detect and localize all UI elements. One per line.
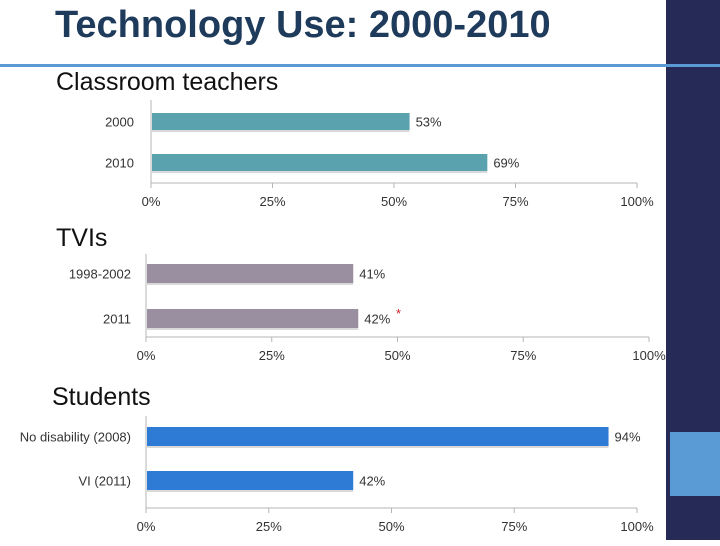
section-label-students: Students bbox=[52, 383, 151, 411]
category-label: No disability (2008) bbox=[20, 430, 131, 445]
category-label: VI (2011) bbox=[78, 474, 131, 489]
teachers-bar-chart: 0% 25% 50% 75% 100% 2000 53% 2010 69% bbox=[105, 100, 654, 209]
right-accent-block bbox=[670, 432, 720, 496]
bar bbox=[147, 427, 609, 446]
data-label: 42% bbox=[359, 474, 385, 489]
bar bbox=[147, 309, 359, 328]
x-tick-label: 0% bbox=[137, 519, 156, 534]
bar-shadow bbox=[147, 490, 354, 492]
tvis-bar-chart: 0% 25% 50% 75% 100% 1998-2002 41% 2011 42% bbox=[69, 254, 666, 363]
data-label: 41% bbox=[359, 267, 385, 282]
x-tick-label: 75% bbox=[501, 519, 527, 534]
category-label: 2000 bbox=[105, 115, 134, 130]
data-label: 53% bbox=[416, 115, 442, 130]
x-tick-label: 100% bbox=[620, 519, 654, 534]
bar bbox=[152, 154, 488, 171]
x-tick-label: 25% bbox=[259, 194, 285, 209]
bar bbox=[147, 264, 354, 283]
bar bbox=[152, 113, 410, 130]
x-tick-label: 50% bbox=[378, 519, 404, 534]
data-label: 94% bbox=[615, 430, 641, 445]
section-label-teachers: Classroom teachers bbox=[56, 68, 279, 96]
section-label-tvis: TVIs bbox=[56, 224, 108, 252]
students-bar-chart: 0% 25% 50% 75% 100% No disability (2008) 94% VI… bbox=[20, 416, 654, 534]
category-label: 2011 bbox=[103, 312, 131, 327]
x-tick-label: 0% bbox=[137, 348, 156, 363]
x-tick-label: 100% bbox=[632, 348, 666, 363]
x-tick-label: 75% bbox=[502, 194, 528, 209]
bar-shadow bbox=[152, 171, 488, 173]
x-tick-label: 25% bbox=[256, 519, 282, 534]
x-tick-label: 25% bbox=[259, 348, 285, 363]
x-tick-label: 100% bbox=[620, 194, 654, 209]
category-label: 1998-2002 bbox=[69, 267, 131, 282]
x-tick-label: 50% bbox=[381, 194, 407, 209]
bar-shadow bbox=[147, 283, 354, 285]
bar-shadow bbox=[147, 446, 609, 448]
title-divider bbox=[0, 64, 720, 67]
footnote-star-marker: * bbox=[396, 306, 402, 321]
x-tick-label: 75% bbox=[510, 348, 536, 363]
slide-title: Technology Use: 2000-2010 bbox=[55, 4, 551, 46]
data-label: 69% bbox=[493, 156, 519, 171]
bar bbox=[147, 471, 354, 490]
bar-shadow bbox=[147, 328, 359, 330]
category-label: 2010 bbox=[105, 156, 134, 171]
bar-shadow bbox=[152, 130, 410, 132]
data-label: 42% bbox=[364, 312, 390, 327]
x-tick-label: 50% bbox=[384, 348, 410, 363]
x-tick-label: 0% bbox=[142, 194, 161, 209]
